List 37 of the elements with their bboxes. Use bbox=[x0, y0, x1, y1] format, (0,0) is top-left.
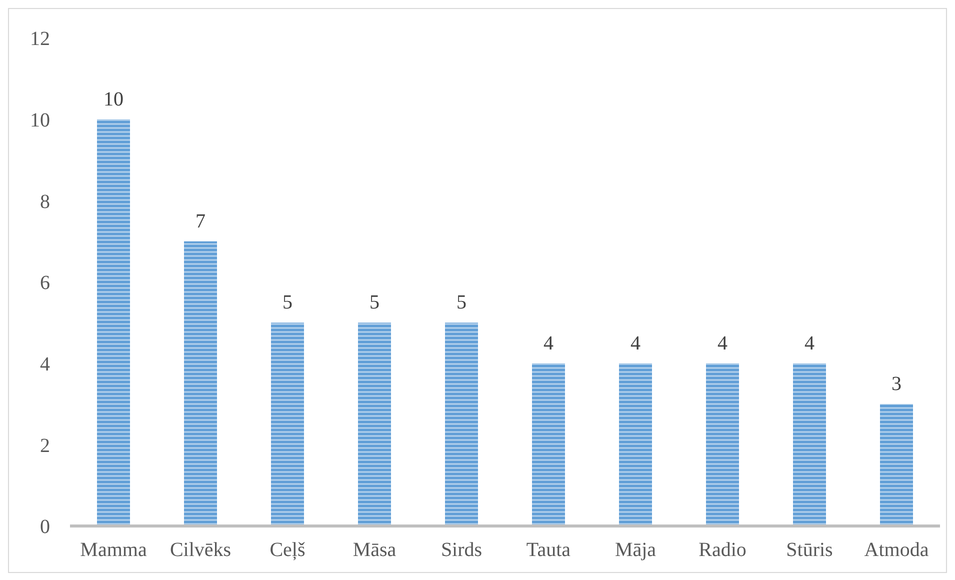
x-tick-label: Cilvēks bbox=[170, 539, 232, 562]
bar bbox=[184, 241, 217, 526]
y-tick-label: 6 bbox=[40, 272, 50, 294]
data-label: 5 bbox=[370, 292, 380, 314]
x-tick-label: Māja bbox=[614, 539, 656, 562]
bar bbox=[880, 404, 913, 526]
x-tick-label: Stūris bbox=[786, 539, 834, 562]
data-label: 4 bbox=[718, 332, 728, 354]
y-tick-label: 0 bbox=[40, 516, 50, 538]
bar bbox=[619, 363, 652, 526]
bar bbox=[358, 322, 391, 526]
bar bbox=[706, 363, 739, 526]
data-label: 7 bbox=[196, 210, 206, 232]
bar bbox=[793, 363, 826, 526]
data-label: 4 bbox=[804, 332, 814, 354]
y-tick-label: 2 bbox=[40, 434, 50, 457]
bar bbox=[271, 322, 304, 526]
bar bbox=[445, 322, 478, 526]
x-tick-label: Ceļš bbox=[270, 539, 306, 562]
data-label: 5 bbox=[282, 292, 292, 314]
y-tick-label: 10 bbox=[30, 109, 50, 132]
x-tick-label: Māsa bbox=[352, 539, 396, 562]
x-tick-label: Radio bbox=[698, 539, 746, 562]
data-label: 4 bbox=[630, 332, 640, 354]
x-tick-label: Sirds bbox=[440, 539, 482, 562]
y-tick-label: 12 bbox=[30, 28, 50, 50]
x-tick-label: Mamma bbox=[80, 539, 147, 562]
x-tick-label: Tauta bbox=[526, 539, 571, 562]
data-label: 4 bbox=[544, 332, 554, 354]
data-label: 3 bbox=[892, 373, 902, 395]
bar bbox=[532, 363, 565, 526]
bar bbox=[97, 119, 130, 526]
y-tick-label: 8 bbox=[40, 190, 50, 213]
y-tick-label: 4 bbox=[40, 353, 50, 376]
data-label: 5 bbox=[456, 292, 466, 314]
data-label: 10 bbox=[104, 88, 124, 110]
x-tick-label: Atmoda bbox=[864, 539, 929, 562]
